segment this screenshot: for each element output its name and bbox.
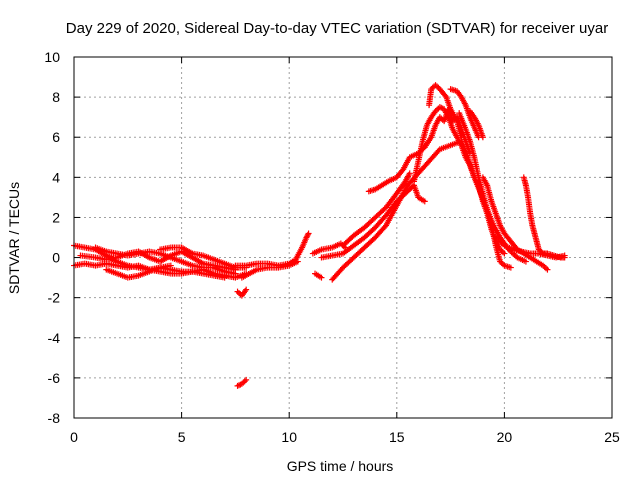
data-track (520, 174, 568, 261)
x-axis-label: GPS time / hours (287, 458, 394, 474)
data-track (426, 82, 465, 141)
x-tick-label: 25 (604, 429, 620, 445)
x-tick-label: 20 (497, 429, 513, 445)
plus-markers (238, 258, 301, 281)
plus-markers (92, 244, 239, 277)
data-track (318, 182, 428, 261)
x-tick-label: 0 (70, 429, 78, 445)
data-markers (71, 82, 568, 389)
plus-markers (312, 270, 325, 281)
data-track (103, 262, 174, 281)
y-tick-label: 0 (52, 250, 60, 266)
y-tick-label: -8 (48, 410, 61, 426)
plus-markers (466, 108, 486, 141)
y-axis-label: SDTVAR / TECUs (6, 182, 22, 294)
data-track (312, 270, 325, 281)
plus-markers (447, 86, 482, 141)
data-track (238, 258, 301, 281)
plus-markers (520, 174, 568, 261)
data-track (234, 286, 250, 299)
plus-markers (103, 262, 174, 281)
plus-markers (426, 82, 465, 141)
data-track (447, 86, 482, 141)
y-tick-label: -2 (48, 290, 61, 306)
data-track (466, 108, 486, 141)
plot-frame (73, 56, 613, 419)
x-tick-label: 10 (281, 429, 297, 445)
y-tick-label: -4 (48, 330, 61, 346)
y-tick-label: 8 (52, 89, 60, 105)
y-tick-label: -6 (48, 370, 61, 386)
y-tick-label: 10 (44, 49, 60, 65)
y-tick-label: 2 (52, 209, 60, 225)
chart-title: Day 229 of 2020, Sidereal Day-to-day VTE… (66, 20, 608, 37)
plus-markers (234, 376, 250, 389)
data-track (92, 244, 239, 277)
plus-markers (318, 182, 428, 261)
plus-markers (234, 286, 250, 299)
x-tick-label: 15 (389, 429, 405, 445)
grid-lines (74, 57, 612, 418)
tick-labels: 0 5 10 15 20 25 -8 -6 -4 -2 0 2 4 6 8 10 (44, 49, 620, 445)
data-track (456, 110, 514, 271)
plus-markers (456, 110, 514, 271)
y-tick-label: 4 (52, 169, 60, 185)
x-tick-label: 5 (178, 429, 186, 445)
data-track (340, 170, 413, 249)
y-tick-label: 6 (52, 129, 60, 145)
plus-markers (340, 170, 413, 249)
data-track (234, 376, 250, 389)
